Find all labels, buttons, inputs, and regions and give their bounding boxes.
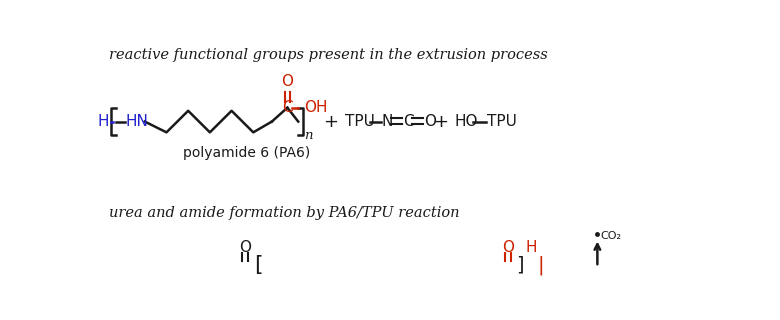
Text: N: N — [382, 114, 393, 129]
Text: reactive functional groups present in the extrusion process: reactive functional groups present in th… — [109, 48, 548, 62]
Text: HO: HO — [455, 114, 478, 129]
Text: |: | — [537, 255, 544, 275]
Text: H: H — [526, 240, 537, 255]
Text: O: O — [424, 114, 436, 129]
Text: n: n — [304, 129, 313, 142]
Text: +: + — [434, 113, 448, 131]
Text: urea and amide formation by PA6/TPU reaction: urea and amide formation by PA6/TPU reac… — [109, 206, 459, 220]
Text: CO₂: CO₂ — [601, 230, 622, 241]
Text: TPU: TPU — [345, 114, 374, 129]
Text: +: + — [323, 113, 339, 131]
Text: O: O — [502, 240, 514, 255]
Text: OH: OH — [304, 100, 328, 115]
Text: O: O — [282, 74, 293, 89]
Text: HN: HN — [126, 114, 148, 129]
Text: O: O — [239, 240, 250, 255]
Text: [: [ — [254, 255, 263, 275]
Text: polyamide 6 (PA6): polyamide 6 (PA6) — [183, 146, 310, 160]
Text: TPU: TPU — [487, 114, 516, 129]
Text: ]: ] — [516, 255, 523, 274]
Text: C: C — [282, 100, 292, 115]
Text: H: H — [98, 114, 109, 129]
Text: C: C — [402, 114, 413, 129]
